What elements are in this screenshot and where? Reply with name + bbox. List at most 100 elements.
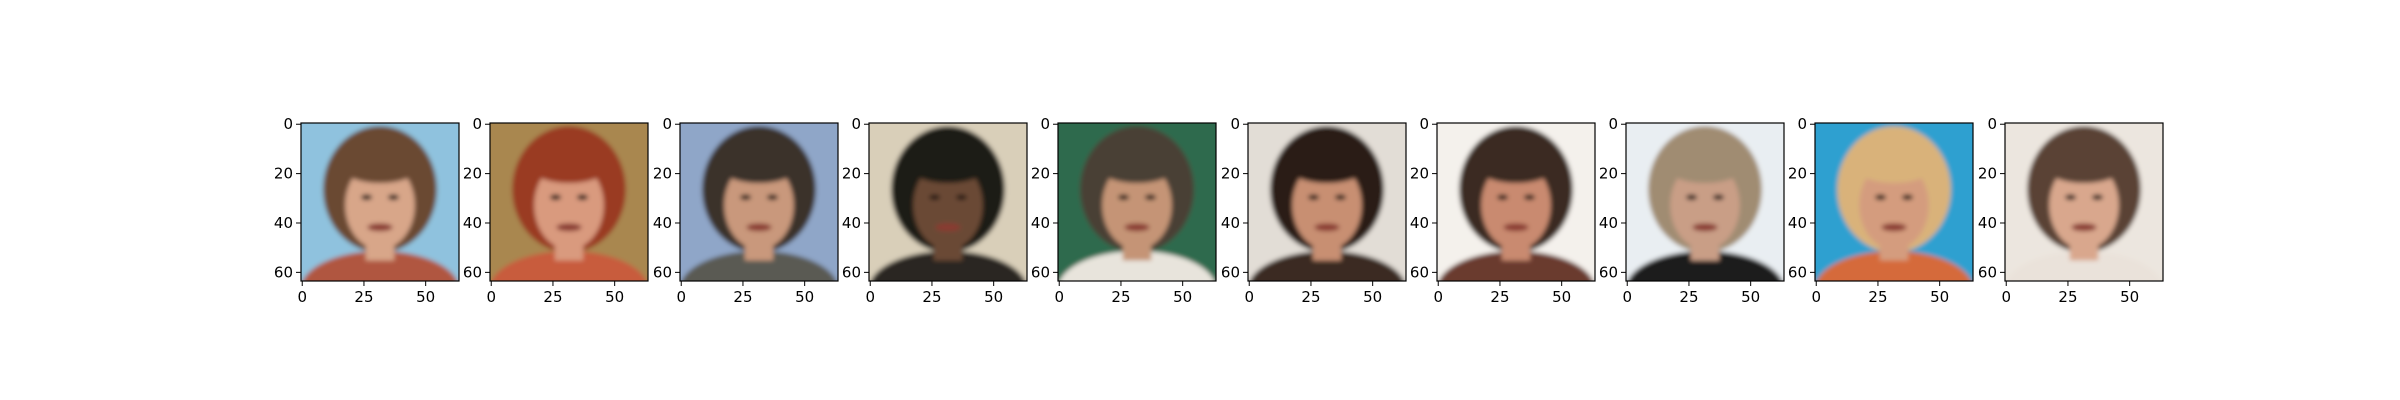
y-tick-label: 40 <box>1031 214 1050 232</box>
y-tick-label: 20 <box>653 165 672 183</box>
axes-frame <box>489 122 649 282</box>
x-tick-label: 25 <box>733 288 752 306</box>
axes-frame <box>1814 122 1974 282</box>
x-tick-label: 0 <box>676 288 686 306</box>
image-panel: 0 25 50 0 20 40 60 <box>842 115 1028 306</box>
axes-frame <box>1057 122 1217 282</box>
y-tick-label: 20 <box>463 165 482 183</box>
x-tick-label: 0 <box>297 288 307 306</box>
face-image <box>1815 123 1973 281</box>
y-tick-label: 20 <box>1031 165 1050 183</box>
axes-frame <box>679 122 839 282</box>
axes-frame <box>1625 122 1785 282</box>
y-tick-label: 60 <box>274 263 293 281</box>
y-tick-label: 60 <box>653 263 672 281</box>
face-image <box>490 123 648 281</box>
x-tick-label: 50 <box>2120 288 2139 306</box>
image-panel: 0 25 50 0 20 40 60 <box>1599 115 1785 306</box>
y-tick-label: 60 <box>1978 263 1997 281</box>
image-panel: 0 25 50 0 20 40 60 <box>1410 115 1596 306</box>
x-tick-label: 50 <box>795 288 814 306</box>
y-tick-label: 60 <box>1788 263 1807 281</box>
y-tick-label: 0 <box>1608 115 1618 133</box>
y-tick-label: 20 <box>842 165 861 183</box>
image-panel: 0 25 50 0 20 40 60 <box>1221 115 1407 306</box>
x-tick-label: 50 <box>1741 288 1760 306</box>
face-image <box>2005 123 2163 281</box>
y-tick-label: 60 <box>463 263 482 281</box>
y-tick-label: 40 <box>1978 214 1997 232</box>
image-panel: 0 25 50 0 20 40 60 <box>1978 115 2164 306</box>
image-panel: 0 25 50 0 20 40 60 <box>463 115 649 306</box>
y-tick-label: 60 <box>1221 263 1240 281</box>
y-tick-label: 0 <box>1230 115 1240 133</box>
face-image <box>1058 123 1216 281</box>
x-tick-label: 0 <box>865 288 875 306</box>
x-tick-label: 25 <box>543 288 562 306</box>
y-tick-label: 60 <box>1031 263 1050 281</box>
x-tick-label: 0 <box>1244 288 1254 306</box>
y-tick-label: 0 <box>662 115 672 133</box>
x-tick-label: 50 <box>1363 288 1382 306</box>
x-tick-label: 0 <box>1054 288 1064 306</box>
image-panel: 0 25 50 0 20 40 60 <box>653 115 839 306</box>
y-tick-label: 20 <box>1978 165 1997 183</box>
y-tick-label: 0 <box>1987 115 1997 133</box>
axes-frame <box>1247 122 1407 282</box>
y-tick-label: 60 <box>842 263 861 281</box>
y-tick-label: 40 <box>463 214 482 232</box>
x-tick-label: 25 <box>354 288 373 306</box>
y-tick-label: 0 <box>1040 115 1050 133</box>
x-tick-label: 25 <box>1679 288 1698 306</box>
y-tick-label: 40 <box>1599 214 1618 232</box>
y-tick-label: 0 <box>851 115 861 133</box>
x-tick-label: 50 <box>984 288 1003 306</box>
face-image <box>1437 123 1595 281</box>
x-tick-label: 50 <box>1552 288 1571 306</box>
image-panel: 0 25 50 0 20 40 60 <box>1788 115 1974 306</box>
y-tick-label: 40 <box>1410 214 1429 232</box>
y-tick-label: 20 <box>1599 165 1618 183</box>
y-tick-label: 40 <box>653 214 672 232</box>
x-tick-label: 25 <box>1868 288 1887 306</box>
face-image <box>680 123 838 281</box>
x-tick-label: 25 <box>1111 288 1130 306</box>
x-tick-label: 50 <box>605 288 624 306</box>
y-tick-label: 60 <box>1410 263 1429 281</box>
x-tick-label: 50 <box>1930 288 1949 306</box>
x-tick-label: 25 <box>2058 288 2077 306</box>
y-tick-label: 0 <box>283 115 293 133</box>
y-tick-label: 40 <box>842 214 861 232</box>
y-tick-label: 20 <box>1410 165 1429 183</box>
x-tick-label: 0 <box>2001 288 2011 306</box>
y-tick-label: 0 <box>1797 115 1807 133</box>
x-tick-label: 0 <box>1622 288 1632 306</box>
image-panel: 0 25 50 0 20 40 60 <box>274 115 460 306</box>
face-image <box>1626 123 1784 281</box>
axes-frame <box>2004 122 2164 282</box>
y-tick-label: 60 <box>1599 263 1618 281</box>
x-tick-label: 50 <box>416 288 435 306</box>
face-image <box>869 123 1027 281</box>
y-tick-label: 20 <box>274 165 293 183</box>
image-panel: 0 25 50 0 20 40 60 <box>1031 115 1217 306</box>
axes-frame <box>300 122 460 282</box>
y-tick-label: 0 <box>472 115 482 133</box>
y-tick-label: 40 <box>274 214 293 232</box>
x-tick-label: 50 <box>1173 288 1192 306</box>
y-tick-label: 40 <box>1221 214 1240 232</box>
y-tick-label: 20 <box>1221 165 1240 183</box>
x-tick-label: 0 <box>1433 288 1443 306</box>
face-image <box>1248 123 1406 281</box>
x-tick-label: 0 <box>1811 288 1821 306</box>
y-tick-label: 40 <box>1788 214 1807 232</box>
x-tick-label: 25 <box>922 288 941 306</box>
axes-frame <box>1436 122 1596 282</box>
x-tick-label: 0 <box>486 288 496 306</box>
axes-frame <box>868 122 1028 282</box>
x-tick-label: 25 <box>1301 288 1320 306</box>
x-tick-label: 25 <box>1490 288 1509 306</box>
y-tick-label: 0 <box>1419 115 1429 133</box>
